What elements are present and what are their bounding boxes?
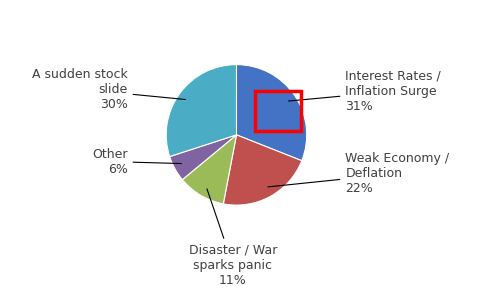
Bar bbox=[256, 91, 301, 131]
Wedge shape bbox=[223, 135, 302, 205]
Text: Other
6%: Other 6% bbox=[92, 147, 181, 175]
Wedge shape bbox=[170, 135, 237, 180]
Wedge shape bbox=[182, 135, 237, 204]
Text: Disaster / War
sparks panic
11%: Disaster / War sparks panic 11% bbox=[189, 189, 277, 287]
Wedge shape bbox=[166, 65, 237, 157]
Wedge shape bbox=[237, 65, 307, 161]
Text: Weak Economy /
Deflation
22%: Weak Economy / Deflation 22% bbox=[268, 152, 450, 195]
Text: A sudden stock
slide
30%: A sudden stock slide 30% bbox=[32, 68, 185, 111]
Text: Interest Rates /
Inflation Surge
31%: Interest Rates / Inflation Surge 31% bbox=[289, 70, 441, 113]
